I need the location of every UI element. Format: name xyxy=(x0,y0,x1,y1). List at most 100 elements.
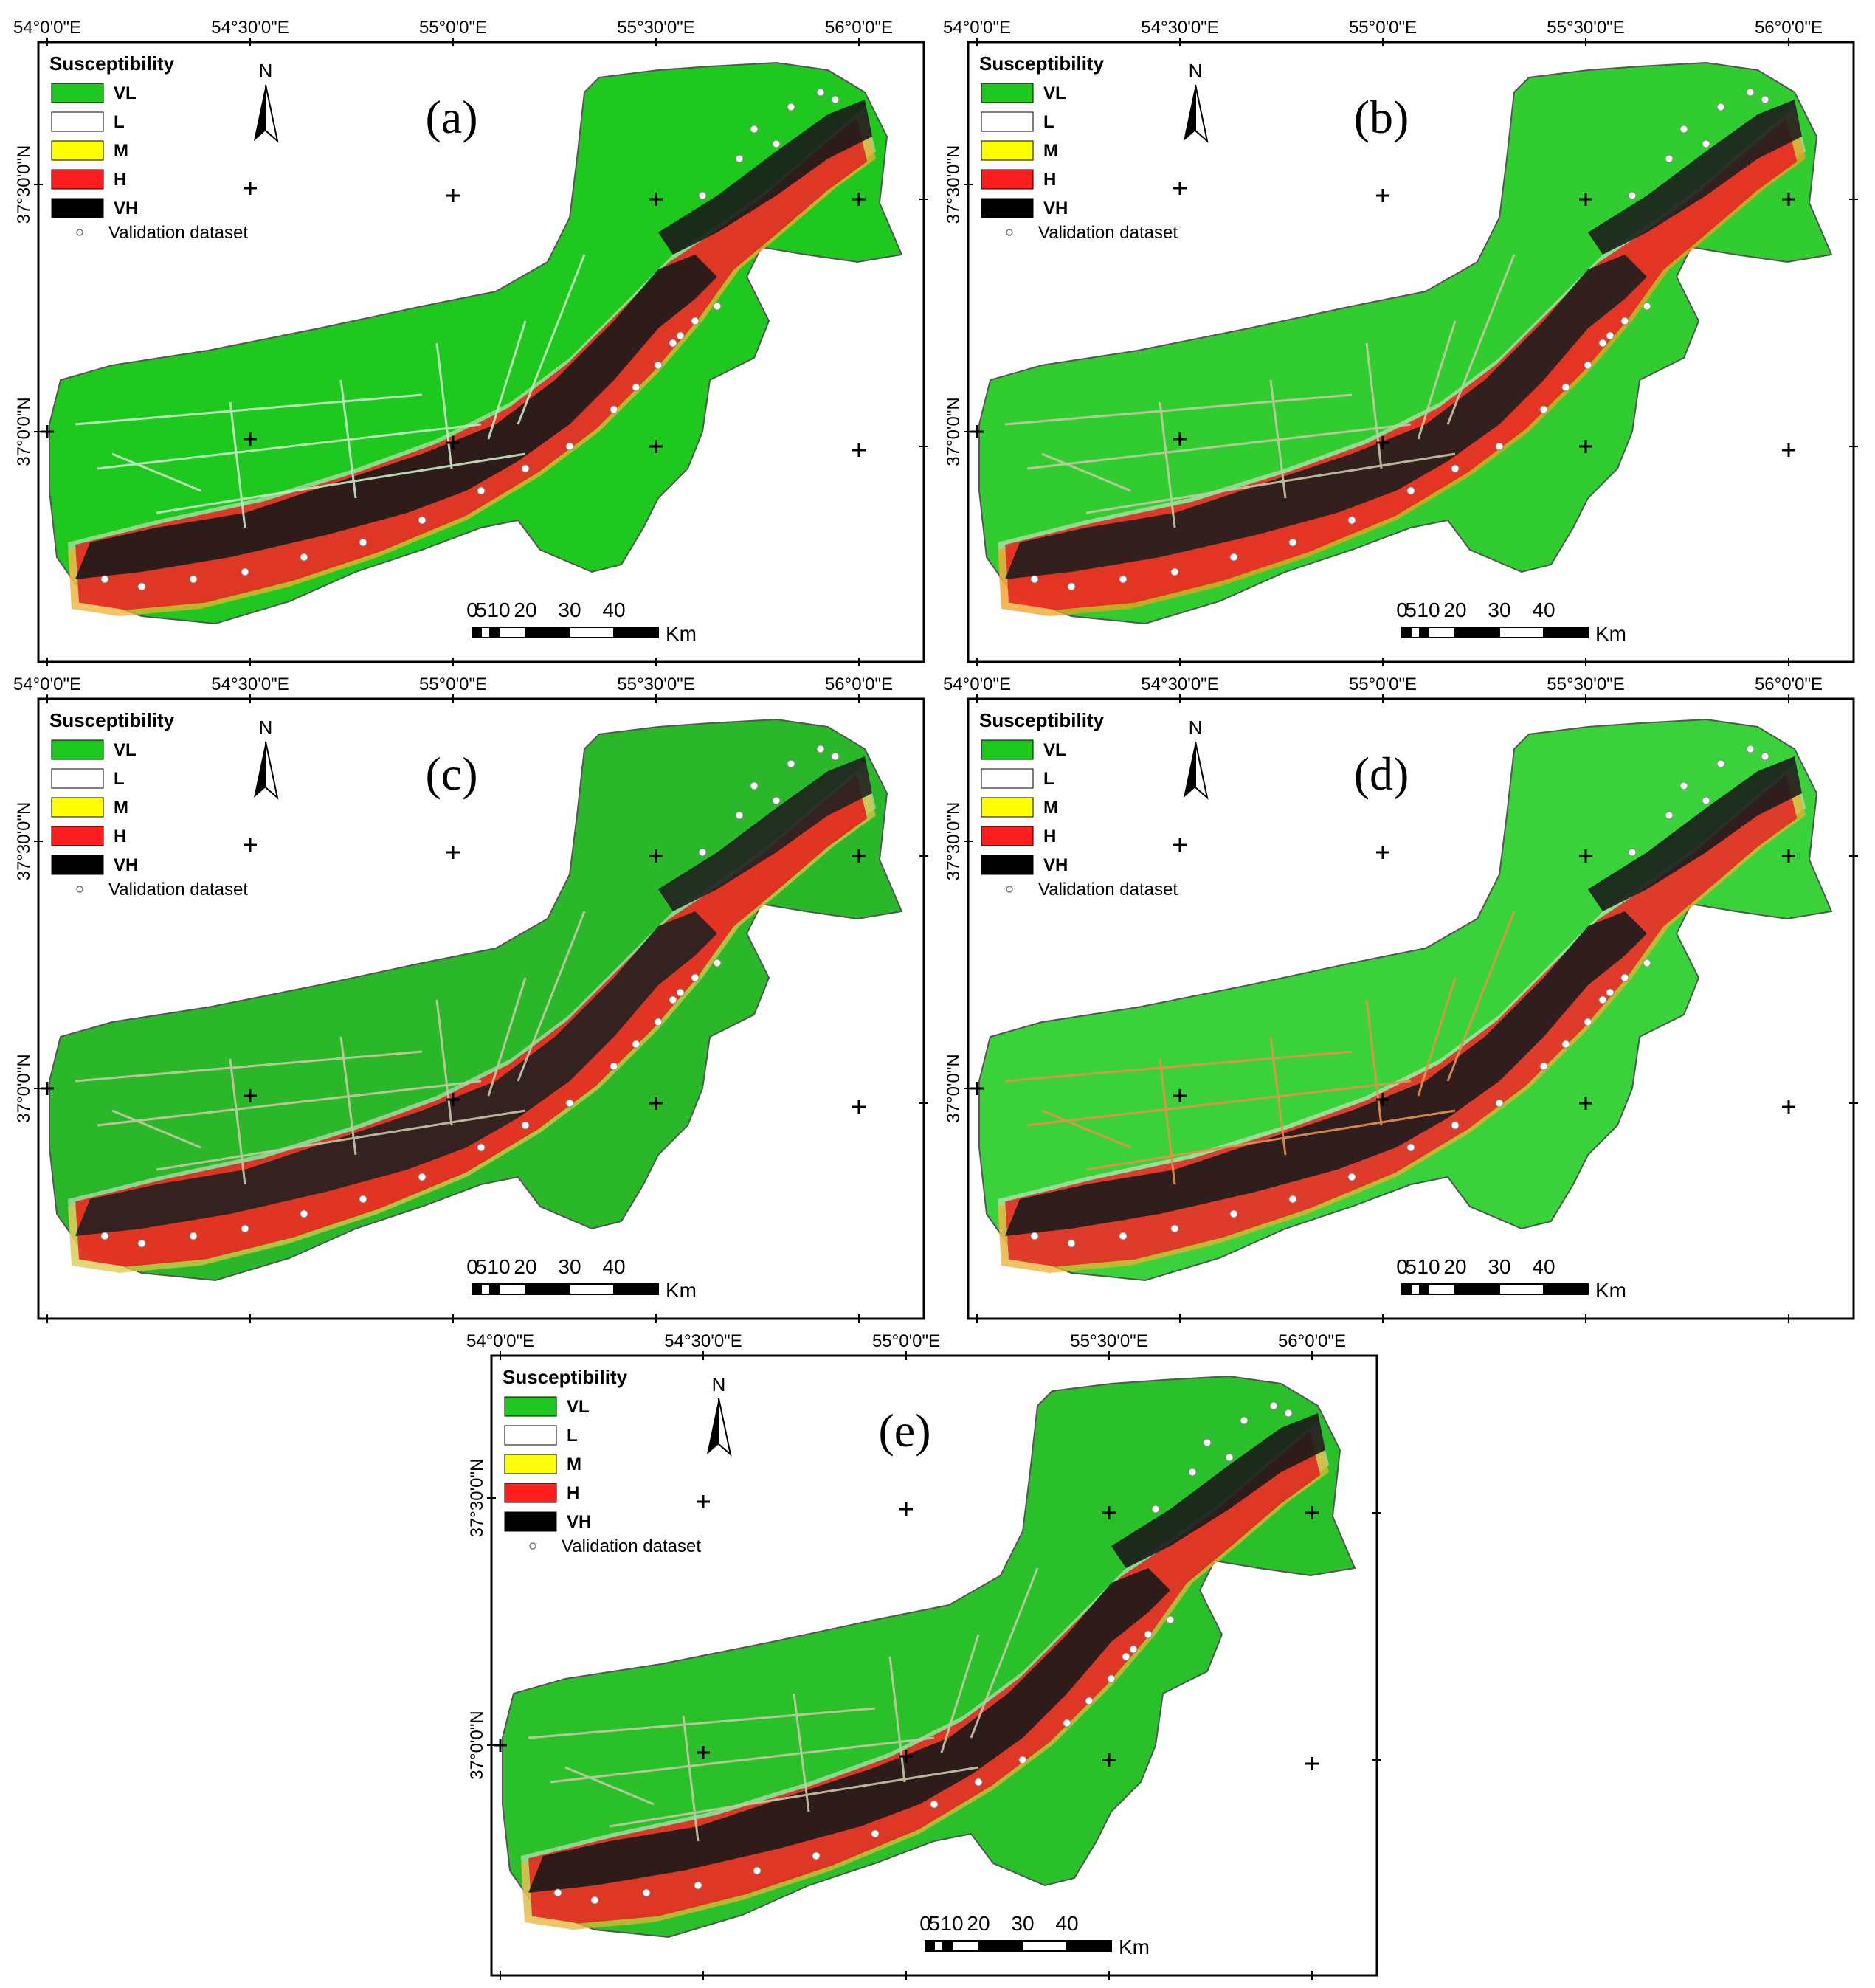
lon-label: 56°0'0"E xyxy=(1755,674,1823,694)
validation-point xyxy=(871,1829,880,1838)
scale-tick-label: 30 xyxy=(558,598,581,621)
legend-swatch-l xyxy=(981,768,1034,789)
scale-tick-label: 30 xyxy=(1011,1912,1034,1935)
network-lines xyxy=(528,1567,1039,1842)
very-high-class-zone xyxy=(1111,1413,1325,1568)
graticule-cross xyxy=(1376,1093,1389,1106)
graticule-cross xyxy=(1376,189,1389,202)
scale-bar-segment xyxy=(480,1283,491,1295)
legend-swatch-m xyxy=(981,797,1034,818)
scale-bar-segment xyxy=(1419,1283,1429,1295)
map-panel-e: 54°0'0"E 54°30'0"E 55°0'0"E 55°30'0"E 56°0'0… xyxy=(462,1325,1390,1985)
scale-bar-segment xyxy=(1410,627,1420,638)
validation-point xyxy=(1347,516,1356,525)
scale-tick-label: 30 xyxy=(1488,1255,1510,1278)
validation-point xyxy=(477,1143,486,1152)
validation-point xyxy=(1679,125,1688,134)
very-high-class-zone xyxy=(1005,255,1647,579)
north-label: N xyxy=(712,1373,726,1395)
scale-bar-segment xyxy=(1454,1283,1500,1295)
map-panel-a: 54°0'0"E 54°30'0"E 55°0'0"E 55°30'0"E 56°0'0… xyxy=(9,11,937,672)
scale-tick-label: 20 xyxy=(514,1255,536,1278)
scale-tick-label: 10 xyxy=(1417,1255,1440,1278)
lon-label: 56°0'0"E xyxy=(825,674,893,694)
graticule-cross xyxy=(446,1093,460,1106)
validation-point xyxy=(1129,1645,1138,1654)
scale-unit: Km xyxy=(1119,1936,1150,1958)
validation-point xyxy=(694,1881,702,1890)
lat-label: 37°30'0"N xyxy=(14,802,34,881)
legend-title: Susceptibility xyxy=(49,709,175,731)
validation-point xyxy=(565,442,574,451)
network-line xyxy=(1159,1058,1176,1185)
scale-tick-label: 10 xyxy=(487,1255,510,1278)
graticule-cross xyxy=(1782,193,1795,206)
network-line xyxy=(97,1080,482,1127)
lon-label: 54°30'0"E xyxy=(211,18,289,38)
scale-tick-label: 10 xyxy=(940,1912,963,1935)
validation-point xyxy=(642,1888,651,1897)
scale-bar-segment xyxy=(933,1940,944,1952)
legend-title: Susceptibility xyxy=(979,709,1105,731)
validation-point xyxy=(1679,781,1688,790)
network-line xyxy=(682,1715,700,1842)
network-lines xyxy=(1004,254,1516,528)
graticule-cross xyxy=(446,436,460,449)
validation-point xyxy=(1170,1224,1179,1233)
legend-swatch-h xyxy=(981,826,1034,846)
validation-point xyxy=(1584,1018,1592,1026)
graticule-cross xyxy=(852,443,866,457)
scale-bar-segment xyxy=(1022,1940,1068,1952)
panel-label: (e) xyxy=(878,1404,930,1457)
validation-point xyxy=(1584,361,1592,370)
legend-class-label: VH xyxy=(1043,199,1068,218)
network-line xyxy=(1365,342,1383,469)
graticule-cross xyxy=(852,1100,866,1114)
network-line xyxy=(564,1766,655,1806)
scale-unit: Km xyxy=(1595,1279,1626,1302)
legend-class-label: M xyxy=(114,798,128,818)
network-line xyxy=(793,1693,810,1812)
validation-point xyxy=(1539,405,1548,414)
validation-point xyxy=(610,1062,618,1071)
legend-swatch-m xyxy=(504,1454,557,1474)
graticule-cross xyxy=(1173,182,1187,195)
scale-bar-segment xyxy=(1499,627,1544,638)
lon-label: 55°0'0"E xyxy=(1349,18,1417,38)
validation-point xyxy=(676,331,685,340)
lon-label: 54°0'0"E xyxy=(13,18,81,38)
panel-label: (d) xyxy=(1354,748,1409,800)
validation-point xyxy=(930,1800,939,1809)
scale-bar xyxy=(925,1940,1112,1952)
graticule-cross xyxy=(1376,436,1389,449)
legend-swatch-vl xyxy=(981,739,1034,760)
validation-point xyxy=(1229,1209,1238,1218)
lat-label: 37°30'0"N xyxy=(14,145,34,224)
study-area xyxy=(978,61,1833,625)
legend-class-label: M xyxy=(114,141,128,161)
legend-swatch-vh xyxy=(981,198,1034,218)
map-panel-d: 54°0'0"E 54°30'0"E 55°0'0"E 55°30'0"E 56°0'0… xyxy=(939,668,1867,1328)
validation-point xyxy=(787,759,795,768)
validation-point xyxy=(816,88,825,97)
network-line xyxy=(156,1109,526,1171)
graticule-cross xyxy=(1579,193,1592,206)
validation-point xyxy=(772,796,781,805)
north-label: N xyxy=(259,717,273,739)
scale-tick-label: 5 xyxy=(1405,598,1417,621)
validation-point xyxy=(1030,575,1039,584)
validation-point xyxy=(1107,1674,1116,1683)
graticule-cross xyxy=(1102,1753,1116,1767)
network-line xyxy=(111,452,201,492)
validation-point xyxy=(300,1209,308,1218)
validation-point xyxy=(787,103,795,111)
lon-label: 54°30'0"E xyxy=(211,674,289,694)
legend-swatch-vl xyxy=(504,1396,557,1417)
validation-point xyxy=(753,1866,762,1875)
scale-tick-label: 0 xyxy=(1396,1255,1408,1278)
scale-unit: Km xyxy=(666,622,697,645)
north-label: N xyxy=(1189,717,1203,739)
scale-bar-segment xyxy=(489,1283,500,1295)
lat-label: 37°0'0"N xyxy=(14,397,34,466)
scale-bar-segment xyxy=(978,1940,1023,1952)
